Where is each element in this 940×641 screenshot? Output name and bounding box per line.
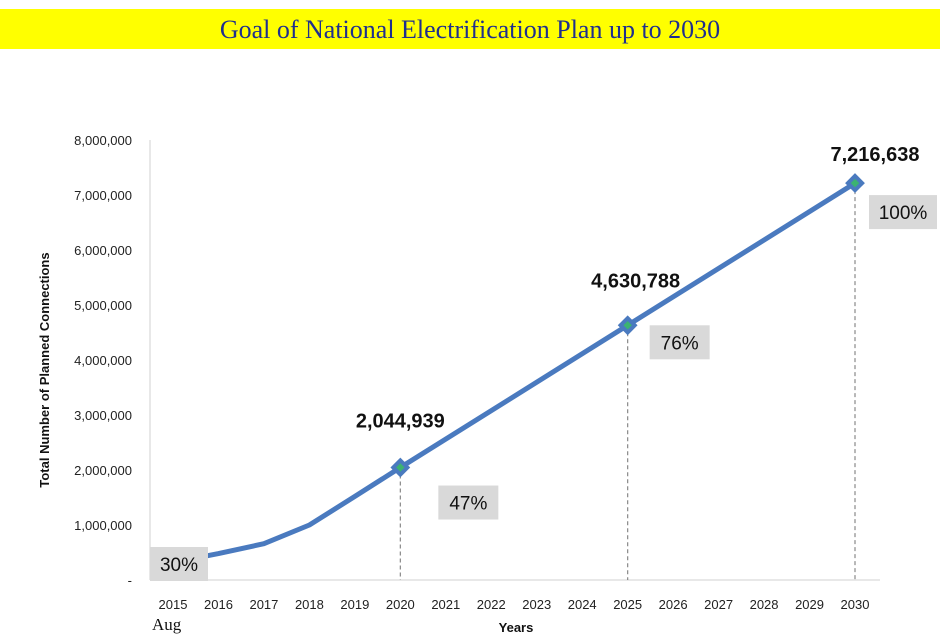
- milestone-percent-box: [438, 485, 499, 520]
- milestone-dashed-lines: [399, 183, 856, 580]
- milestone-percent-box: [649, 325, 710, 360]
- milestone-value-label: 7,216,638: [831, 144, 920, 166]
- y-tick-label: 2,000,000: [74, 463, 132, 478]
- milestone-percent-box: [869, 195, 937, 230]
- x-tick-label: 2020: [386, 597, 415, 612]
- x-tick-label: 2019: [340, 597, 369, 612]
- x-sub-label-aug: Aug: [152, 615, 182, 634]
- y-tick-labels: - 1,000,000 2,000,000 3,000,000 4,000,000 5,0…: [74, 133, 132, 588]
- y-tick-label: 4,000,000: [74, 353, 132, 368]
- x-tick-label: 2029: [795, 597, 824, 612]
- x-tick-label: 2017: [249, 597, 278, 612]
- milestone-percent-label: 100%: [879, 203, 928, 224]
- x-tick-label: 2022: [477, 597, 506, 612]
- milestone-labels: 2,044,939 47% 4,630,788 76% 7,216,638 100% 30%: [150, 144, 937, 581]
- x-tick-label: 2025: [613, 597, 642, 612]
- page-title: Goal of National Electrification Plan up…: [219, 15, 721, 44]
- y-tick-label: 3,000,000: [74, 408, 132, 423]
- y-tick-label: -: [128, 573, 132, 588]
- y-tick-label: 1,000,000: [74, 518, 132, 533]
- start-percent-label: 30%: [160, 555, 198, 576]
- x-tick-label: 2023: [522, 597, 551, 612]
- milestone-marker-center: [396, 463, 405, 472]
- title-banner: [0, 9, 940, 49]
- y-tick-label: 5,000,000: [74, 298, 132, 313]
- milestone-value-label: 4,630,788: [591, 270, 680, 292]
- x-tick-label: 2030: [841, 597, 870, 612]
- x-tick-label: 2018: [295, 597, 324, 612]
- x-tick-label: 2021: [431, 597, 460, 612]
- x-tick-label: 2027: [704, 597, 733, 612]
- y-tick-label: 8,000,000: [74, 133, 132, 148]
- x-tick-label: 2015: [159, 597, 188, 612]
- chart-axes: [149, 140, 880, 581]
- x-tick-label: 2024: [568, 597, 597, 612]
- x-tick-labels: 2015 2016 2017 2018 2019 2020 2021 2022 2023 2024…: [159, 597, 870, 612]
- x-tick-label: 2016: [204, 597, 233, 612]
- series-line: [170, 180, 858, 565]
- milestone-percent-label: 47%: [449, 494, 487, 515]
- y-axis-label: Total Number of Planned Connections: [37, 252, 52, 487]
- y-tick-label: 6,000,000: [74, 243, 132, 258]
- x-tick-label: 2026: [659, 597, 688, 612]
- milestone-value-label: 2,044,939: [356, 411, 445, 433]
- x-axis-label: Years: [499, 620, 534, 635]
- milestone-percent-label: 76%: [661, 333, 699, 354]
- y-tick-label: 7,000,000: [74, 188, 132, 203]
- milestone-marker-center: [623, 321, 632, 330]
- series-line-path: [170, 180, 858, 565]
- x-tick-label: 2028: [750, 597, 779, 612]
- start-percent-box: [150, 547, 208, 581]
